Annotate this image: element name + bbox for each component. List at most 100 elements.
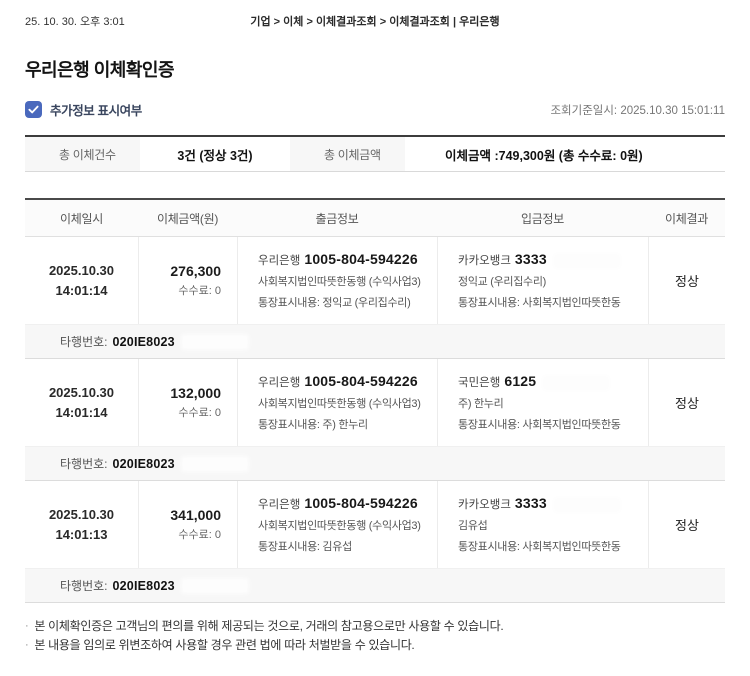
fee-value: 수수료: 0 bbox=[178, 529, 221, 541]
breadcrumb: 기업 > 이체 > 이체결과조회 > 이체결과조회 | 우리은행 bbox=[250, 16, 500, 28]
withdrawal-account-line: 우리은행 1005-804-594226 bbox=[258, 251, 429, 268]
deposit-holder: 정익교 (우리집수리) bbox=[458, 276, 547, 288]
table-row: 2025.10.30 14:01:14 132,000 수수료: 0 우리은행 1… bbox=[25, 359, 725, 446]
redacted-area bbox=[182, 335, 247, 348]
withdrawal-account-line: 우리은행 1005-804-594226 bbox=[258, 373, 429, 390]
footer-note: · 본 이체확인증은 고객님의 편의를 위해 제공되는 것으로, 거래의 참고용… bbox=[25, 617, 725, 636]
deposit-memo: 통장표시내용: 사회복지법인따뜻한동 bbox=[458, 297, 621, 309]
footer-note: · 본 내용을 임의로 위변조하여 사용할 경우 관련 법에 따라 처벌받을 수… bbox=[25, 636, 725, 655]
redacted-area bbox=[182, 579, 247, 592]
deposit-holder: 김유섭 bbox=[458, 520, 488, 532]
table-row: 2025.10.30 14:01:14 276,300 수수료: 0 우리은행 1… bbox=[25, 237, 725, 324]
fee-value: 수수료: 0 bbox=[178, 285, 221, 297]
cell-deposit-info: 카카오뱅크 3333 김유섭 통장표시내용: 사회복지법인따뜻한동 bbox=[437, 481, 648, 568]
withdrawal-memo: 통장표시내용: 김유섭 bbox=[258, 541, 352, 553]
extra-info-checkbox-row[interactable]: 추가정보 표시여부 bbox=[25, 100, 142, 119]
deposit-bank: 국민은행 bbox=[458, 377, 501, 389]
withdrawal-account-number: 1005-804-594226 bbox=[304, 251, 418, 267]
summary-count-value: 3건 (정상 3건) bbox=[177, 148, 253, 163]
cell-result: 정상 bbox=[648, 481, 725, 568]
page-container: 우리은행 이체확인증 추가정보 표시여부 조회기준일시: 2025.10.30 … bbox=[0, 56, 750, 655]
page-title: 우리은행 이체확인증 bbox=[25, 60, 175, 80]
withdrawal-bank: 우리은행 bbox=[258, 255, 301, 267]
cell-datetime: 2025.10.30 14:01:14 bbox=[25, 237, 138, 324]
redacted-area bbox=[544, 376, 609, 389]
cell-deposit-info: 국민은행 6125 주) 한누리 통장표시내용: 사회복지법인따뜻한동 bbox=[437, 359, 648, 446]
table-row: 2025.10.30 14:01:13 341,000 수수료: 0 우리은행 1… bbox=[25, 481, 725, 568]
query-timestamp: 조회기준일시: 2025.10.30 15:01:11 bbox=[550, 104, 725, 117]
status-bar: 25. 10. 30. 오후 3:01 기업 > 이체 > 이체결과조회 > 이… bbox=[0, 0, 750, 30]
redacted-area bbox=[554, 254, 619, 267]
summary-amount-value: 이체금액 :749,300원 (총 수수료: 0원) bbox=[445, 148, 643, 163]
cell-withdrawal-info: 우리은행 1005-804-594226 사회복지법인따뜻한동행 (수익사업3) … bbox=[237, 237, 437, 324]
deposit-account-number: 3333 bbox=[514, 251, 547, 267]
cell-result: 정상 bbox=[648, 237, 725, 324]
interbank-ref-value: 020IE8023 bbox=[112, 578, 175, 593]
redacted-area bbox=[554, 498, 619, 511]
col-header-amount: 이체금액(원) bbox=[156, 211, 219, 226]
transfer-date: 2025.10.30 bbox=[48, 506, 115, 522]
footer-notes: · 본 이체확인증은 고객님의 편의를 위해 제공되는 것으로, 거래의 참고용… bbox=[25, 617, 725, 655]
deposit-account-line: 카카오뱅크 3333 bbox=[458, 495, 640, 512]
withdrawal-memo: 통장표시내용: 정익교 (우리집수리) bbox=[258, 297, 411, 309]
col-header-withdrawal: 출금정보 bbox=[315, 211, 359, 226]
withdrawal-account-number: 1005-804-594226 bbox=[304, 495, 418, 511]
deposit-bank: 카카오뱅크 bbox=[458, 499, 511, 511]
cell-datetime: 2025.10.30 14:01:13 bbox=[25, 481, 138, 568]
amount-value: 341,000 bbox=[170, 507, 221, 523]
redacted-area bbox=[182, 457, 247, 470]
col-header-deposit: 입금정보 bbox=[521, 211, 564, 226]
summary-count-label: 총 이체건수 bbox=[25, 137, 140, 171]
withdrawal-account-number: 1005-804-594226 bbox=[304, 373, 418, 389]
footer-note-text: 본 이체확인증은 고객님의 편의를 위해 제공되는 것으로, 거래의 참고용으로… bbox=[34, 619, 504, 633]
subheader: 추가정보 표시여부 조회기준일시: 2025.10.30 15:01:11 bbox=[25, 100, 725, 119]
withdrawal-holder: 사회복지법인따뜻한동행 (수익사업3) bbox=[258, 398, 421, 410]
deposit-account-line: 카카오뱅크 3333 bbox=[458, 251, 640, 268]
cell-result: 정상 bbox=[648, 359, 725, 446]
deposit-memo: 통장표시내용: 사회복지법인따뜻한동 bbox=[458, 419, 621, 431]
transfer-table: 이체일시 이체금액(원) 출금정보 입금정보 이체결과 2025.10.30 1… bbox=[25, 198, 725, 603]
bullet-icon: · bbox=[25, 620, 29, 632]
cell-amount: 132,000 수수료: 0 bbox=[138, 359, 237, 446]
col-header-datetime: 이체일시 bbox=[60, 211, 103, 226]
cell-amount: 276,300 수수료: 0 bbox=[138, 237, 237, 324]
cell-withdrawal-info: 우리은행 1005-804-594226 사회복지법인따뜻한동행 (수익사업3) … bbox=[237, 481, 437, 568]
interbank-ref-value: 020IE8023 bbox=[112, 334, 175, 349]
deposit-account-line: 국민은행 6125 bbox=[458, 373, 640, 390]
interbank-ref-value: 020IE8023 bbox=[112, 456, 175, 471]
table-header-row: 이체일시 이체금액(원) 출금정보 입금정보 이체결과 bbox=[25, 200, 725, 237]
cell-withdrawal-info: 우리은행 1005-804-594226 사회복지법인따뜻한동행 (수익사업3) … bbox=[237, 359, 437, 446]
status-datetime: 25. 10. 30. 오후 3:01 bbox=[25, 16, 125, 28]
status-badge: 정상 bbox=[675, 396, 699, 411]
interbank-ref-label: 타행번호: bbox=[60, 579, 108, 593]
summary-bar: 총 이체건수 3건 (정상 3건) 총 이체금액 이체금액 :749,300원 … bbox=[25, 135, 725, 172]
fee-value: 수수료: 0 bbox=[178, 407, 221, 419]
cell-deposit-info: 카카오뱅크 3333 정익교 (우리집수리) 통장표시내용: 사회복지법인따뜻한동 bbox=[437, 237, 648, 324]
transfer-time: 14:01:14 bbox=[55, 282, 108, 298]
transfer-date: 2025.10.30 bbox=[48, 384, 115, 400]
status-badge: 정상 bbox=[675, 274, 699, 289]
deposit-holder: 주) 한누리 bbox=[458, 398, 504, 410]
withdrawal-bank: 우리은행 bbox=[258, 377, 301, 389]
interbank-ref-label: 타행번호: bbox=[60, 335, 108, 349]
amount-value: 276,300 bbox=[170, 263, 221, 279]
col-header-result: 이체결과 bbox=[665, 211, 708, 226]
interbank-ref-label: 타행번호: bbox=[60, 457, 108, 471]
cell-datetime: 2025.10.30 14:01:14 bbox=[25, 359, 138, 446]
deposit-memo: 통장표시내용: 사회복지법인따뜻한동 bbox=[458, 541, 621, 553]
checkmark-icon bbox=[28, 105, 39, 114]
transfer-time: 14:01:14 bbox=[55, 404, 108, 420]
interbank-ref-row: 타행번호: 020IE8023 bbox=[25, 568, 725, 603]
deposit-bank: 카카오뱅크 bbox=[458, 255, 511, 267]
checkbox-checked-icon[interactable] bbox=[25, 101, 42, 118]
footer-note-text: 본 내용을 임의로 위변조하여 사용할 경우 관련 법에 따라 처벌받을 수 있… bbox=[34, 638, 415, 652]
checkbox-label[interactable]: 추가정보 표시여부 bbox=[50, 104, 142, 118]
interbank-ref-row: 타행번호: 020IE8023 bbox=[25, 446, 725, 481]
bullet-icon: · bbox=[25, 639, 29, 651]
withdrawal-account-line: 우리은행 1005-804-594226 bbox=[258, 495, 429, 512]
amount-value: 132,000 bbox=[170, 385, 221, 401]
withdrawal-bank: 우리은행 bbox=[258, 499, 301, 511]
cell-amount: 341,000 수수료: 0 bbox=[138, 481, 237, 568]
deposit-account-number: 3333 bbox=[514, 495, 547, 511]
summary-amount-label: 총 이체금액 bbox=[290, 137, 405, 171]
